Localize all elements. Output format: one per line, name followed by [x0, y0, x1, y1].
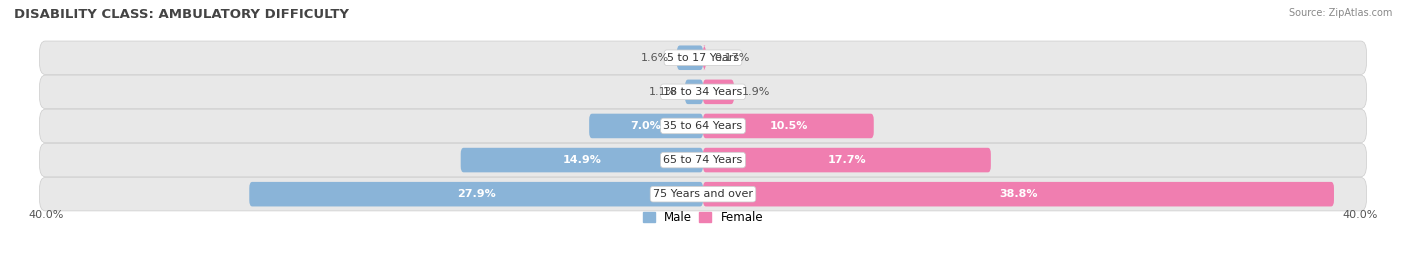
FancyBboxPatch shape: [39, 75, 1367, 109]
FancyBboxPatch shape: [461, 148, 703, 172]
Text: Source: ZipAtlas.com: Source: ZipAtlas.com: [1288, 8, 1392, 18]
FancyBboxPatch shape: [703, 80, 734, 104]
FancyBboxPatch shape: [703, 46, 706, 70]
FancyBboxPatch shape: [676, 46, 703, 70]
FancyBboxPatch shape: [589, 114, 703, 138]
Text: DISABILITY CLASS: AMBULATORY DIFFICULTY: DISABILITY CLASS: AMBULATORY DIFFICULTY: [14, 8, 349, 21]
Text: 35 to 64 Years: 35 to 64 Years: [664, 121, 742, 131]
Text: 1.1%: 1.1%: [648, 87, 676, 97]
Text: 7.0%: 7.0%: [631, 121, 661, 131]
Text: 75 Years and over: 75 Years and over: [652, 189, 754, 199]
FancyBboxPatch shape: [703, 148, 991, 172]
Text: 10.5%: 10.5%: [769, 121, 807, 131]
FancyBboxPatch shape: [685, 80, 703, 104]
FancyBboxPatch shape: [39, 177, 1367, 211]
Text: 38.8%: 38.8%: [1000, 189, 1038, 199]
Text: 18 to 34 Years: 18 to 34 Years: [664, 87, 742, 97]
Text: 65 to 74 Years: 65 to 74 Years: [664, 155, 742, 165]
Text: 17.7%: 17.7%: [828, 155, 866, 165]
Text: 27.9%: 27.9%: [457, 189, 495, 199]
Legend: Male, Female: Male, Female: [638, 206, 768, 229]
Text: 1.9%: 1.9%: [742, 87, 770, 97]
Text: 1.6%: 1.6%: [641, 53, 669, 63]
FancyBboxPatch shape: [39, 109, 1367, 143]
Text: 5 to 17 Years: 5 to 17 Years: [666, 53, 740, 63]
Text: 40.0%: 40.0%: [28, 210, 63, 220]
FancyBboxPatch shape: [703, 114, 873, 138]
FancyBboxPatch shape: [703, 182, 1334, 206]
FancyBboxPatch shape: [39, 143, 1367, 177]
Text: 0.17%: 0.17%: [714, 53, 749, 63]
FancyBboxPatch shape: [249, 182, 703, 206]
Text: 40.0%: 40.0%: [1343, 210, 1378, 220]
Text: 14.9%: 14.9%: [562, 155, 602, 165]
FancyBboxPatch shape: [39, 41, 1367, 75]
